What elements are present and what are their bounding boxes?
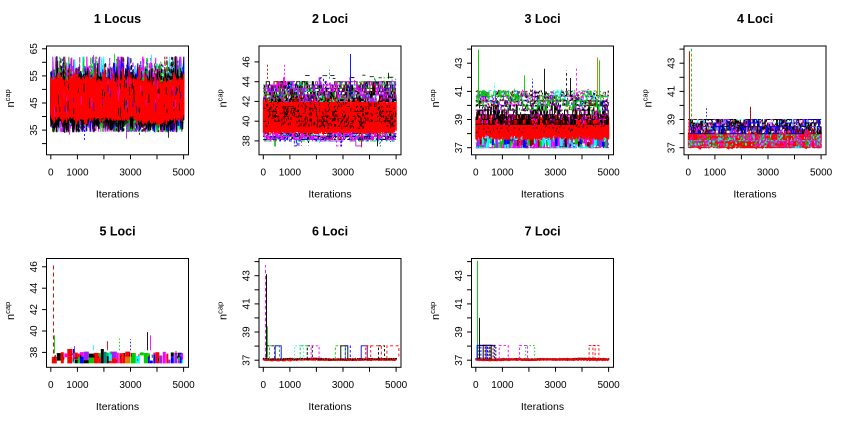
svg-text:2 Loci: 2 Loci xyxy=(312,12,348,26)
svg-text:Iterations: Iterations xyxy=(733,189,776,201)
svg-text:39: 39 xyxy=(454,326,465,338)
svg-text:3 Loci: 3 Loci xyxy=(524,12,560,26)
svg-text:1000: 1000 xyxy=(491,380,514,391)
svg-text:37: 37 xyxy=(454,354,465,366)
svg-text:3000: 3000 xyxy=(757,168,780,179)
svg-text:Iterations: Iterations xyxy=(308,401,351,413)
svg-text:3000: 3000 xyxy=(544,168,567,179)
svg-text:Iterations: Iterations xyxy=(521,189,564,201)
svg-text:5000: 5000 xyxy=(172,168,195,179)
svg-text:43: 43 xyxy=(454,270,465,282)
svg-text:0: 0 xyxy=(473,168,479,179)
svg-text:41: 41 xyxy=(454,85,465,97)
svg-text:35: 35 xyxy=(29,124,40,136)
svg-text:1000: 1000 xyxy=(279,380,302,391)
svg-text:41: 41 xyxy=(454,298,465,310)
svg-text:43: 43 xyxy=(242,270,253,282)
svg-text:0: 0 xyxy=(261,380,267,391)
svg-text:65: 65 xyxy=(29,43,40,55)
svg-text:0: 0 xyxy=(261,168,267,179)
svg-text:5000: 5000 xyxy=(385,168,408,179)
svg-text:46: 46 xyxy=(29,261,40,273)
svg-text:38: 38 xyxy=(242,135,253,147)
svg-text:5000: 5000 xyxy=(172,380,195,391)
svg-text:37: 37 xyxy=(242,354,253,366)
svg-text:42: 42 xyxy=(29,304,40,316)
svg-text:4 Loci: 4 Loci xyxy=(737,12,773,26)
svg-text:3000: 3000 xyxy=(119,168,142,179)
svg-text:45: 45 xyxy=(29,97,40,109)
svg-text:46: 46 xyxy=(242,56,253,68)
svg-text:7 Loci: 7 Loci xyxy=(524,225,560,239)
svg-text:1000: 1000 xyxy=(66,168,89,179)
svg-text:40: 40 xyxy=(29,325,40,337)
svg-text:38: 38 xyxy=(29,346,40,358)
svg-text:6 Loci: 6 Loci xyxy=(312,225,348,239)
svg-text:43: 43 xyxy=(667,57,678,69)
svg-text:1000: 1000 xyxy=(279,168,302,179)
svg-text:5000: 5000 xyxy=(385,380,408,391)
svg-text:0: 0 xyxy=(473,380,479,391)
svg-text:0: 0 xyxy=(686,168,692,179)
svg-text:Iterations: Iterations xyxy=(521,401,564,413)
svg-text:55: 55 xyxy=(29,70,40,82)
svg-text:3000: 3000 xyxy=(332,168,355,179)
svg-text:5000: 5000 xyxy=(597,168,620,179)
svg-text:5 Loci: 5 Loci xyxy=(99,225,135,239)
svg-text:1000: 1000 xyxy=(704,168,727,179)
svg-text:3000: 3000 xyxy=(544,380,567,391)
svg-text:3000: 3000 xyxy=(332,380,355,391)
svg-text:0: 0 xyxy=(48,380,54,391)
svg-text:Iterations: Iterations xyxy=(96,401,139,413)
svg-text:3000: 3000 xyxy=(119,380,142,391)
svg-text:44: 44 xyxy=(29,282,40,294)
svg-text:41: 41 xyxy=(667,85,678,97)
svg-text:39: 39 xyxy=(454,114,465,126)
svg-text:44: 44 xyxy=(242,76,253,88)
svg-text:39: 39 xyxy=(242,326,253,338)
svg-text:1000: 1000 xyxy=(66,380,89,391)
svg-text:5000: 5000 xyxy=(597,380,620,391)
svg-text:37: 37 xyxy=(667,142,678,154)
svg-text:41: 41 xyxy=(242,298,253,310)
svg-text:39: 39 xyxy=(667,114,678,126)
svg-text:5000: 5000 xyxy=(810,168,833,179)
svg-text:1000: 1000 xyxy=(491,168,514,179)
svg-text:Iterations: Iterations xyxy=(96,189,139,201)
svg-text:Iterations: Iterations xyxy=(308,189,351,201)
svg-text:0: 0 xyxy=(48,168,54,179)
svg-text:43: 43 xyxy=(454,57,465,69)
svg-text:40: 40 xyxy=(242,115,253,127)
svg-text:1 Locus: 1 Locus xyxy=(94,12,141,26)
svg-text:42: 42 xyxy=(242,95,253,107)
svg-text:37: 37 xyxy=(454,142,465,154)
